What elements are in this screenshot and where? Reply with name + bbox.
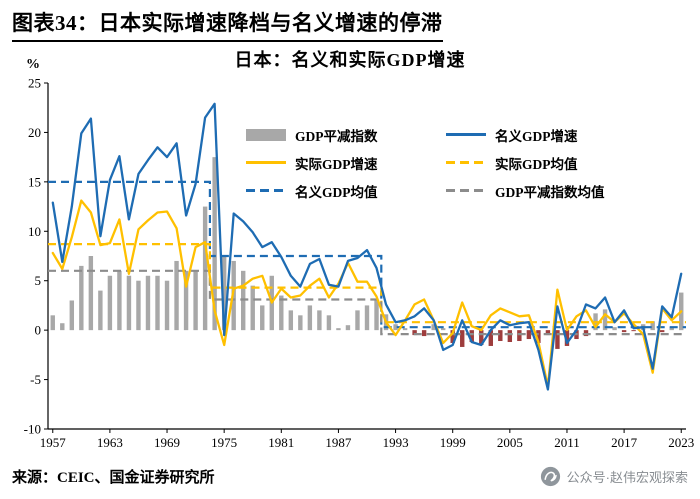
svg-text:1975: 1975	[211, 435, 237, 450]
svg-text:1981: 1981	[268, 435, 294, 450]
legend-dash-swatch	[446, 189, 486, 192]
svg-text:1957: 1957	[40, 435, 67, 450]
svg-text:1987: 1987	[325, 435, 352, 450]
svg-text:-10: -10	[24, 422, 41, 437]
watermark-text: 公众号·赵伟宏观探索	[566, 470, 688, 485]
legend-line-swatch	[246, 161, 286, 164]
legend-item: GDP平减指数	[246, 123, 446, 146]
svg-text:25: 25	[28, 76, 41, 91]
legend-label: GDP平减指数均值	[495, 184, 605, 200]
svg-text:-5: -5	[30, 372, 41, 387]
svg-text:5: 5	[35, 273, 42, 288]
figure-title: 图表34：日本实际增速降档与名义增速的停滞	[12, 7, 443, 42]
legend-label: 实际GDP均值	[495, 156, 578, 172]
legend-label: 名义GDP增速	[495, 128, 578, 144]
legend-label: GDP平减指数	[295, 128, 378, 144]
gdp-growth-chart: -10 -5 0 5 10 15 20 25 1957 1963 1969 1975 1981 1987 1…	[24, 76, 695, 451]
chart-area: % 日本：名义和实际GDP增速 -10 -5 0 5 10 15 20 25 1957 1963 1…	[0, 45, 700, 459]
svg-text:2023: 2023	[668, 435, 694, 450]
chart-head: % 日本：名义和实际GDP增速	[0, 45, 700, 75]
svg-text:15: 15	[28, 174, 41, 189]
svg-text:10: 10	[28, 224, 41, 239]
figure-header: 图表34：日本实际增速降档与名义增速的停滞	[0, 0, 700, 45]
legend-item: 实际GDP均值	[446, 151, 664, 174]
legend-bar-swatch	[246, 128, 286, 141]
legend-item: 名义GDP均值	[246, 179, 446, 202]
chart-title: 日本：名义和实际GDP增速	[234, 50, 466, 70]
svg-text:1963: 1963	[97, 435, 123, 450]
svg-text:20: 20	[28, 125, 41, 140]
svg-text:2017: 2017	[611, 435, 638, 450]
source-note: 来源：CEIC、国金证券研究所	[12, 470, 215, 486]
svg-text:1999: 1999	[440, 435, 466, 450]
legend-dash-swatch	[246, 189, 286, 192]
publisher-logo-icon	[540, 466, 560, 487]
svg-text:1969: 1969	[154, 435, 180, 450]
y-axis-unit-label: %	[26, 57, 40, 72]
legend-line-swatch	[446, 133, 486, 136]
page-footer: 来源：CEIC、国金证券研究所 公众号·赵伟宏观探索	[0, 459, 700, 487]
legend-dash-swatch	[446, 161, 486, 164]
legend-label: 实际GDP增速	[295, 156, 378, 172]
legend-item: 名义GDP增速	[446, 123, 664, 146]
svg-text:2005: 2005	[497, 435, 523, 450]
svg-text:0: 0	[35, 323, 42, 338]
chart-legend: GDP平减指数 名义GDP增速实际GDP增速 实际GDP均值名义GDP均值 GDP平减…	[246, 123, 664, 202]
svg-text:1993: 1993	[383, 435, 409, 450]
svg-text:2011: 2011	[554, 435, 580, 450]
watermark: 公众号·赵伟宏观探索	[540, 466, 688, 487]
legend-label: 名义GDP均值	[295, 184, 378, 200]
legend-item: 实际GDP增速	[246, 151, 446, 174]
legend-item: GDP平减指数均值	[446, 179, 664, 202]
